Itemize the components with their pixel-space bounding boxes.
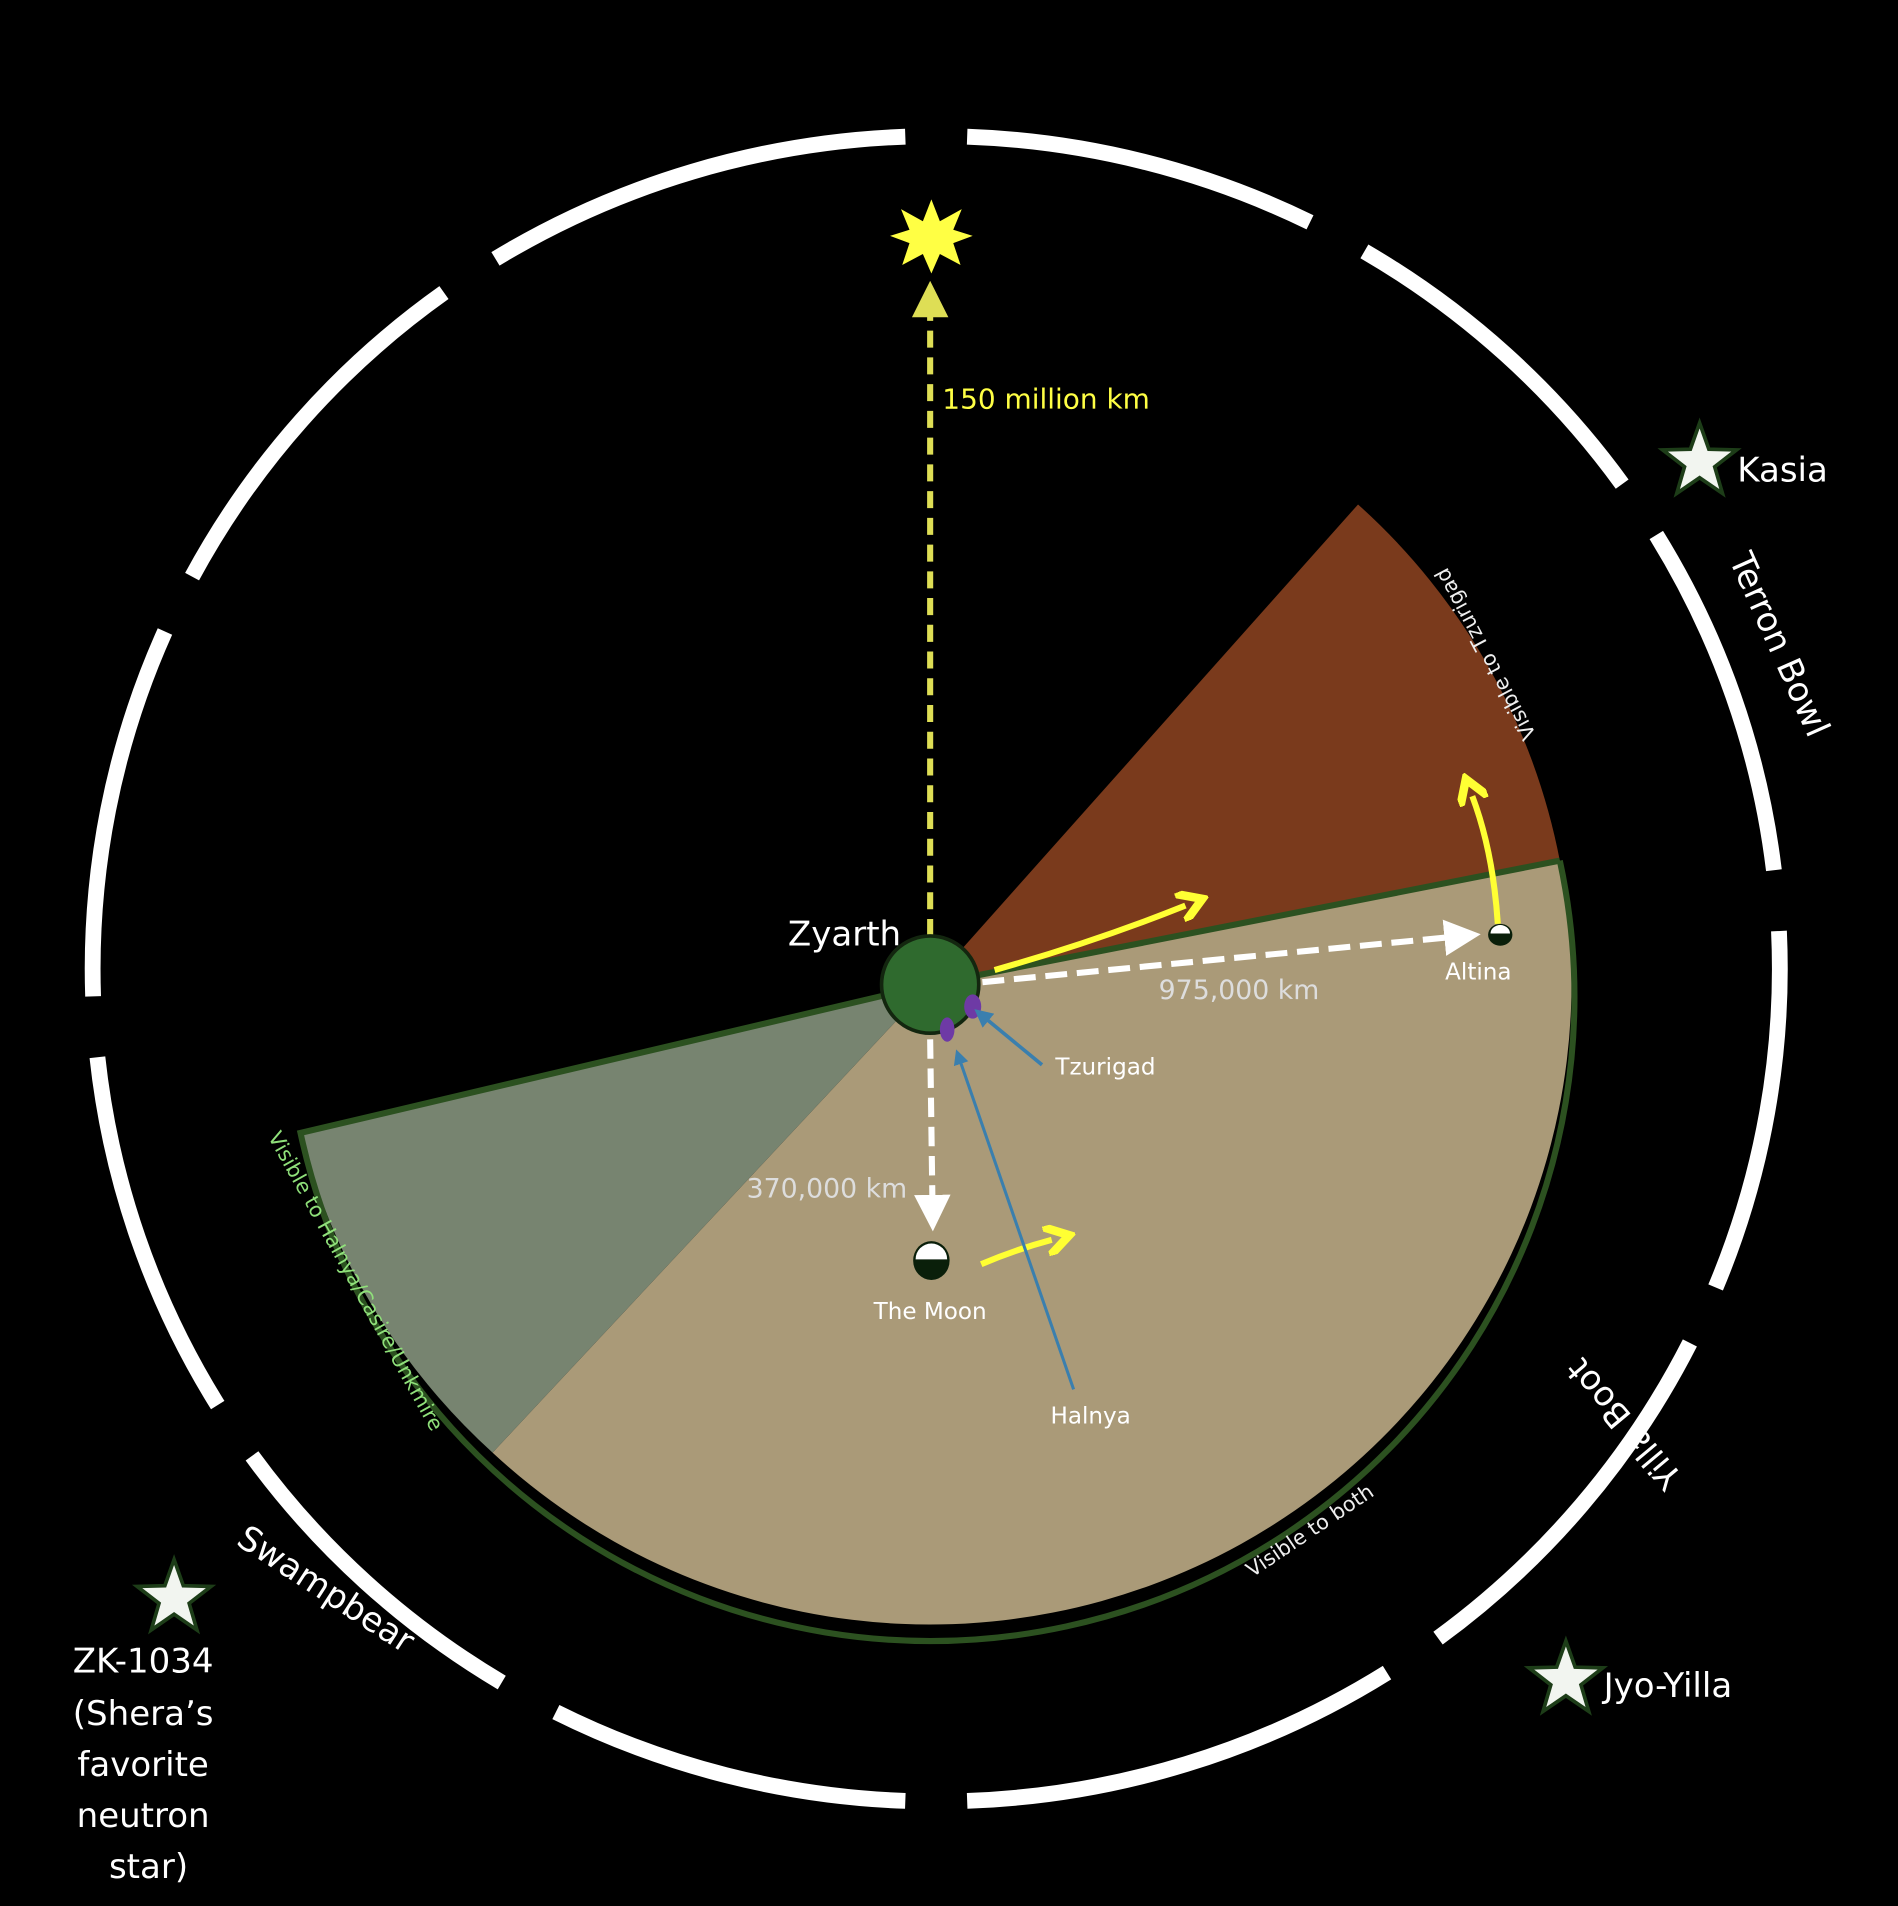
star-jyo-yilla-label: Jyo-Yilla	[1602, 1666, 1733, 1706]
sector-tzurigad	[930, 504, 1560, 985]
star-kasia-icon	[1657, 417, 1742, 498]
halnya-label: Halnya	[1050, 1403, 1130, 1429]
ring-segment	[552, 1704, 906, 1809]
altina-distance-label: 975,000 km	[1159, 975, 1320, 1006]
altina-motion-arrow	[1472, 796, 1501, 925]
ring-segment	[1433, 1339, 1697, 1645]
star-zk-line: favorite	[77, 1745, 208, 1785]
sector-border	[296, 857, 1578, 1644]
star-zk-line: star)	[109, 1847, 188, 1887]
tzurigad-city-marker	[964, 994, 982, 1019]
ring-segment	[966, 1665, 1392, 1809]
ring-segment	[84, 628, 173, 997]
star-zk-line: neutron	[77, 1796, 210, 1836]
moon-motion-arrow	[980, 1240, 1052, 1267]
tzurigad-label: Tzurigad	[1054, 1055, 1155, 1081]
zyarth-label: Zyarth	[788, 915, 901, 955]
moon-half-phase-icon	[913, 1241, 950, 1280]
sun-icon	[890, 199, 973, 274]
ring-segment	[89, 1056, 225, 1410]
star-kasia-label: Kasia	[1737, 450, 1828, 490]
ring-segment	[491, 128, 906, 266]
ring-segment	[185, 286, 449, 581]
ring-segment	[1708, 930, 1788, 1291]
star-zk-line: (Shera’s	[73, 1694, 214, 1734]
altina-half-phase-icon	[1488, 923, 1513, 946]
halnya-city-marker	[939, 1017, 955, 1042]
ring-segment	[1360, 244, 1629, 489]
sector-halnya	[300, 984, 931, 1453]
star-jyo-yilla-icon	[1523, 1635, 1609, 1716]
halnya-pointer	[953, 1049, 1076, 1390]
star-zk-label: ZK-1034 (Shera’s favorite neutron star)	[73, 1642, 225, 1887]
star-zk-icon	[131, 1554, 217, 1635]
zyarth-planet	[879, 934, 981, 1036]
altina-label: Altina	[1445, 960, 1511, 986]
moon-distance-label: 370,000 km	[747, 1173, 908, 1204]
moon-label: The Moon	[873, 1299, 987, 1325]
ring-segment	[245, 1451, 506, 1690]
star-zk-line: ZK-1034	[73, 1642, 214, 1682]
ring-segment	[1649, 530, 1782, 872]
celestial-ring	[84, 128, 1788, 1809]
altina-distance-arrow	[982, 919, 1481, 986]
zyarth-motion-arrow	[993, 906, 1186, 973]
ring-segment	[966, 128, 1314, 230]
tzurigad-pointer	[974, 1009, 1044, 1067]
sun-distance-label: 150 million km	[942, 382, 1150, 415]
